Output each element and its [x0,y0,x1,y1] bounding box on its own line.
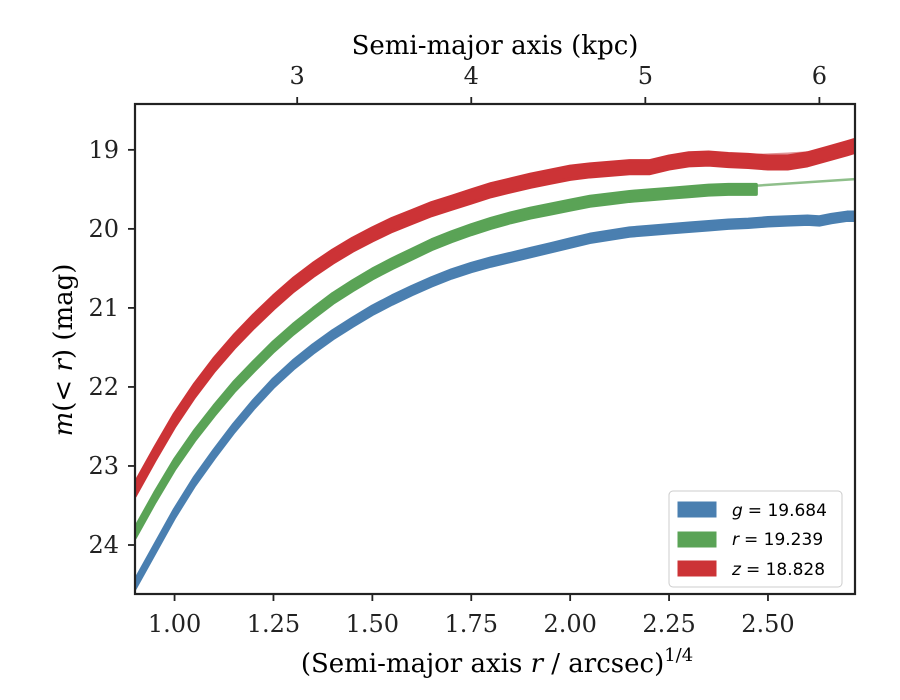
x-tick-label: 2.50 [741,610,794,638]
legend-label-z: z = 18.828 [731,560,825,580]
y-axis-label: m(< r) (mag) [49,264,79,437]
legend-entry-g: g = 19.684 [677,501,827,521]
plot-frame [133,102,857,596]
x-tick-label: 2.00 [543,610,596,638]
y-tick-label: 22 [88,373,119,401]
y-tick-label: 23 [88,452,119,480]
legend-entry-z: z = 18.828 [677,560,825,580]
legend-label-r: r = 19.239 [732,530,823,550]
y-tick-label: 20 [88,215,119,243]
y-tick-label: 19 [88,136,119,164]
legend-swatch-g [677,501,717,518]
legend-swatch-r [677,531,717,548]
x-tick-label: 2.25 [642,610,695,638]
plot-area [135,137,855,591]
legend-swatch-z [677,560,717,577]
x-tick-label: 1.25 [247,610,300,638]
series-band-g [135,210,855,591]
top-axis-label: Semi-major axis (kpc) [352,31,639,61]
x-axis-label: (Semi-major axis r / arcsec)1/4 [301,645,693,679]
axes: 1.00 1.25 1.50 1.75 2.00 2.25 2.50 19 20 21 22 23 24… [88,62,857,638]
top-tick-label: 4 [464,62,479,90]
legend: g = 19.684 r = 19.239 z = 18.828 [668,490,843,588]
y-tick-label: 24 [88,531,119,559]
top-tick-label: 5 [638,62,653,90]
series-band-z [135,137,855,498]
series-band-r [135,182,758,540]
y-tick-label: 21 [88,294,119,322]
x-tick-label: 1.75 [445,610,498,638]
legend-entry-r: r = 19.239 [677,530,823,550]
legend-label-g: g = 19.684 [732,501,827,521]
top-tick-label: 3 [290,62,305,90]
x-tick-label: 1.00 [148,610,201,638]
top-tick-label: 6 [812,62,827,90]
x-tick-label: 1.50 [346,610,399,638]
